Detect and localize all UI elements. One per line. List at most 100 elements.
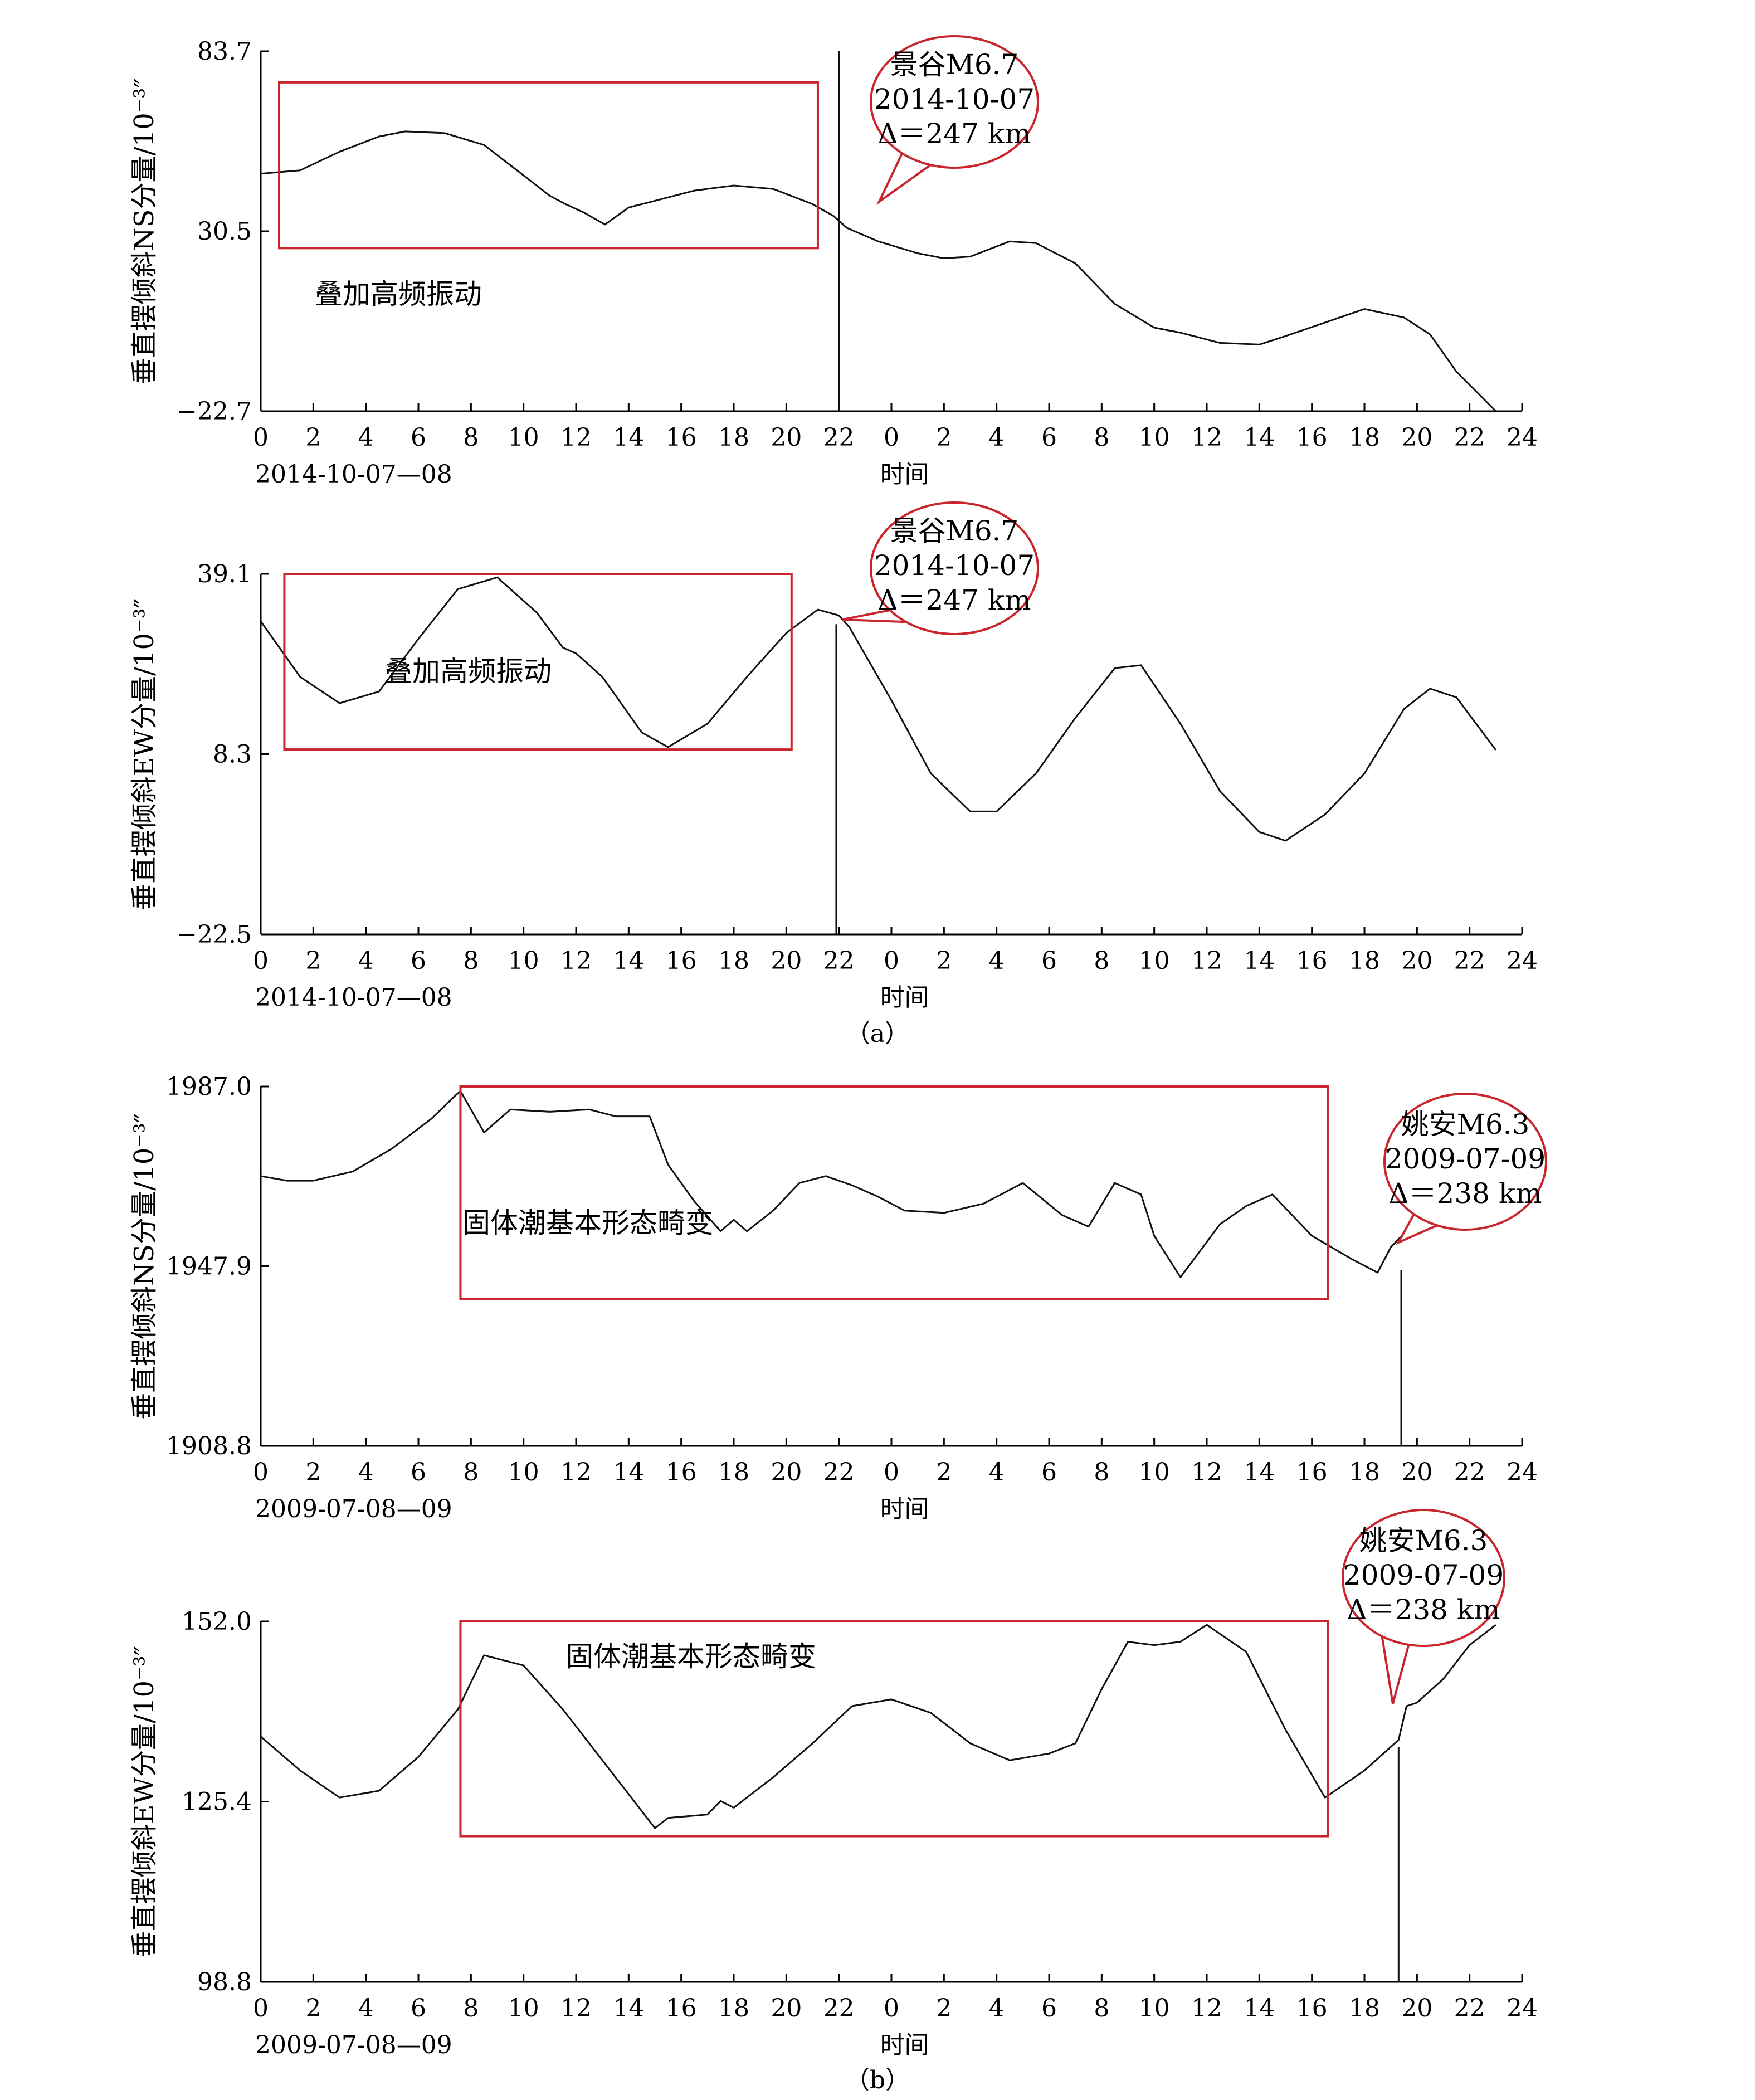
x-tick-label: 22 (823, 1458, 855, 1487)
y-axis-label: 垂直摆倾斜EW分量/10⁻³″ (129, 598, 160, 910)
x-tick-label: 8 (1094, 947, 1109, 975)
highlight-box (459, 1620, 1329, 1838)
highlight-label: 叠加高频振动 (384, 655, 552, 688)
x-tick-label: 4 (989, 1994, 1005, 2023)
callout-line: Δ＝247 km (878, 118, 1031, 150)
y-tick-label: −22.5 (177, 920, 252, 949)
x-tick-label: 18 (718, 1458, 749, 1487)
x-tick-label: 10 (1139, 947, 1170, 975)
x-tick-label: 20 (771, 1994, 802, 2023)
x-tick-label: 10 (508, 1458, 539, 1487)
x-tick-label: 4 (358, 1994, 374, 2023)
callout-bubble (870, 501, 1039, 635)
x-tick-label: 12 (1191, 947, 1222, 975)
subcaption-b: （b） (845, 2066, 910, 2094)
callout-line: 景谷M6.7 (890, 48, 1019, 81)
x-tick-label: 20 (1401, 1994, 1432, 2023)
x-tick-label: 22 (1454, 1458, 1485, 1487)
callout-line: 2009-07-09 (1343, 1559, 1504, 1591)
y-axis-label: 垂直摆倾斜NS分量/10⁻³″ (129, 1113, 160, 1420)
x-tick-label: 8 (463, 1458, 479, 1487)
x-tick-label: 14 (1244, 1458, 1275, 1487)
highlight-label: 固体潮基本形态畸变 (566, 1640, 816, 1673)
x-tick-label: 8 (463, 947, 479, 975)
x-tick-label: 16 (666, 947, 697, 975)
x-tick-label: 6 (411, 947, 426, 975)
x-tick-label: 18 (1349, 947, 1380, 975)
callout-line: 2009-07-09 (1385, 1143, 1546, 1175)
x-tick-label: 20 (771, 947, 802, 975)
x-tick-label: 4 (989, 1458, 1005, 1487)
x-tick-label: 14 (613, 1458, 644, 1487)
x-tick-label: 4 (989, 423, 1005, 452)
x-tick-label: 4 (358, 423, 374, 452)
y-tick-label: 8.3 (213, 740, 252, 769)
x-tick-label: 12 (560, 947, 592, 975)
x-tick-label: 10 (508, 423, 539, 452)
x-tick-label: 0 (253, 1994, 269, 2023)
x-tick-label: 16 (666, 1458, 697, 1487)
x-tick-label: 0 (884, 1458, 899, 1487)
y-tick-label: −22.7 (177, 397, 252, 426)
x-tick-label: 24 (1507, 1458, 1538, 1487)
y-tick-label: 1987.0 (166, 1073, 252, 1101)
y-tick-label: 1908.8 (166, 1432, 252, 1460)
subcaption-a: （a） (846, 1020, 909, 1048)
x-tick-label: 10 (508, 1994, 539, 2023)
callout-line: 2014-10-07 (874, 83, 1035, 115)
date-label: 2009-07-08—09 (255, 1495, 452, 1523)
date-label: 2009-07-08—09 (255, 2031, 452, 2059)
callout-line: Δ＝247 km (878, 584, 1031, 616)
x-tick-label: 22 (1454, 947, 1485, 975)
x-tick-label: 6 (1041, 947, 1057, 975)
x-tick-label: 12 (560, 1994, 592, 2023)
x-tick-label: 2 (936, 1458, 952, 1487)
x-tick-label: 0 (884, 423, 899, 452)
callout-line: 2014-10-07 (874, 549, 1035, 582)
x-tick-label: 6 (1041, 1458, 1057, 1487)
x-tick-label: 24 (1507, 423, 1538, 452)
x-axis-label: 时间 (880, 460, 929, 489)
x-tick-label: 8 (1094, 423, 1109, 452)
x-axis-label: 时间 (880, 1495, 929, 1523)
highlight-label: 叠加高频振动 (315, 278, 482, 310)
x-tick-label: 14 (613, 423, 644, 452)
x-tick-label: 2 (305, 1994, 321, 2023)
date-label: 2014-10-07—08 (255, 983, 452, 1012)
x-tick-label: 20 (1401, 1458, 1432, 1487)
x-tick-label: 20 (1401, 423, 1432, 452)
x-tick-label: 20 (771, 1458, 802, 1487)
x-tick-label: 6 (1041, 423, 1057, 452)
x-tick-label: 12 (560, 1458, 592, 1487)
x-tick-label: 8 (463, 423, 479, 452)
x-tick-label: 18 (1349, 1458, 1380, 1487)
x-tick-label: 24 (1507, 1994, 1538, 2023)
x-tick-label: 14 (1244, 947, 1275, 975)
x-tick-label: 2 (936, 947, 952, 975)
x-tick-label: 20 (771, 423, 802, 452)
callout-bubble (1383, 1093, 1547, 1231)
y-tick-label: 98.8 (197, 1968, 252, 1996)
x-tick-label: 10 (1139, 1994, 1170, 2023)
highlight-box (278, 81, 819, 250)
x-tick-label: 6 (411, 423, 426, 452)
callout-line: 姚安M6.3 (1401, 1108, 1530, 1141)
x-tick-label: 8 (1094, 1994, 1109, 2023)
x-tick-label: 16 (1296, 423, 1328, 452)
x-tick-label: 6 (411, 1458, 426, 1487)
x-tick-label: 18 (1349, 423, 1380, 452)
x-tick-label: 2 (305, 947, 321, 975)
x-tick-label: 24 (1507, 947, 1538, 975)
y-tick-label: 39.1 (197, 560, 252, 588)
callout-line: 姚安M6.3 (1359, 1524, 1488, 1557)
highlight-label: 固体潮基本形态畸变 (462, 1207, 713, 1239)
x-tick-label: 2 (936, 423, 952, 452)
series-line (260, 1624, 1496, 1829)
x-tick-label: 12 (1191, 423, 1222, 452)
x-tick-label: 14 (1244, 1994, 1275, 2023)
x-tick-label: 2 (936, 1994, 952, 2023)
callout-line: Δ＝238 km (1347, 1594, 1500, 1626)
